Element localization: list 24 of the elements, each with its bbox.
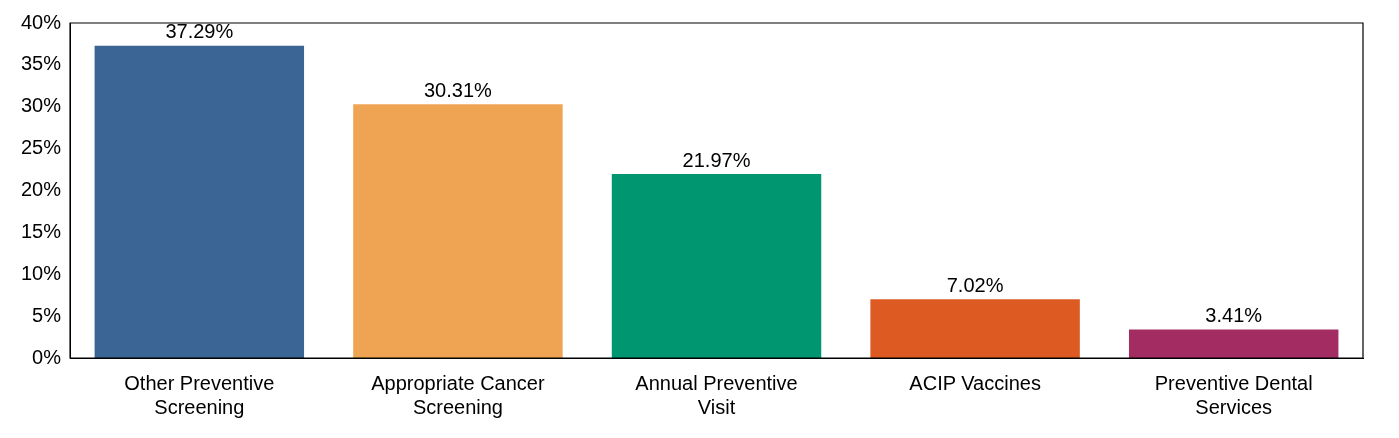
data-label: 7.02% (946, 273, 1004, 296)
y-tick-label: 5% (32, 303, 62, 326)
data-label: 30.31% (424, 78, 493, 101)
y-tick-label: 25% (21, 136, 62, 159)
bar (1128, 329, 1339, 358)
x-tick-label: Other Preventive Screening (124, 371, 275, 418)
y-tick-label: 35% (21, 52, 62, 75)
data-label: 21.97% (682, 148, 751, 171)
x-tick-label: Appropriate Cancer Screening (371, 371, 545, 418)
x-tick-label: Preventive Dental Services (1154, 371, 1313, 418)
bar (870, 299, 1080, 358)
y-tick-label: 10% (21, 261, 62, 284)
bar (94, 45, 305, 358)
x-tick-label: Annual Preventive Visit (635, 371, 798, 418)
data-label: 3.41% (1205, 303, 1263, 326)
y-tick-label: 30% (21, 94, 62, 117)
y-tick-label: 0% (32, 345, 62, 368)
x-tick-label: ACIP Vaccines (909, 371, 1041, 394)
data-label: 37.29% (165, 20, 234, 43)
y-tick-label: 40% (21, 10, 62, 33)
y-tick-label: 15% (21, 219, 62, 242)
y-tick-label: 20% (21, 178, 62, 201)
bar (611, 174, 822, 358)
bar (353, 104, 563, 358)
